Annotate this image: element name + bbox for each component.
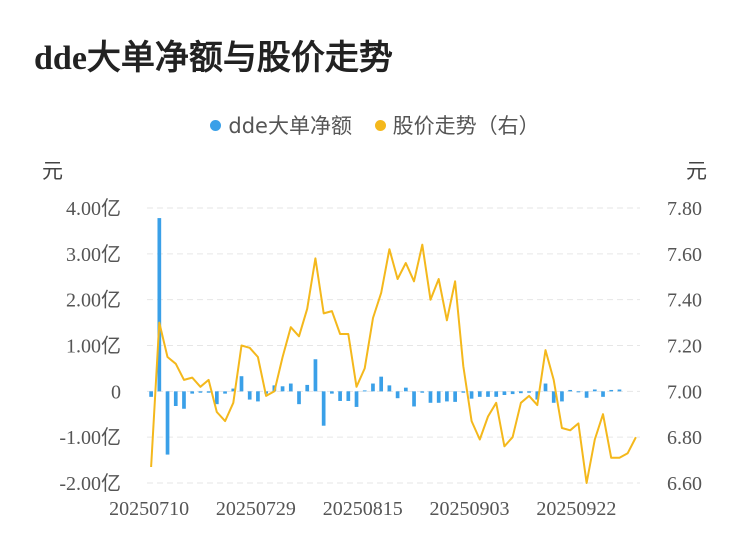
dde-bar	[592, 389, 597, 392]
dde-bar	[173, 391, 178, 406]
dde-bar	[420, 391, 425, 393]
dde-bar	[551, 391, 556, 403]
left-axis-tick-label: -1.00亿	[59, 426, 121, 449]
dde-bar	[387, 385, 392, 392]
dde-bar	[617, 389, 622, 392]
dde-bar	[206, 391, 211, 393]
dde-bar	[198, 391, 203, 393]
right-axis-tick-label: 7.00	[667, 381, 702, 403]
dde-bar	[510, 391, 515, 395]
dde-bar	[371, 383, 375, 392]
dde-bar	[379, 376, 384, 392]
right-axis-tick-label: 7.20	[667, 336, 702, 358]
dde-bar	[436, 391, 441, 403]
right-axis-tick-label: 7.80	[667, 198, 702, 220]
dde-bar	[445, 391, 449, 402]
dde-bar	[305, 384, 310, 392]
dde-bar	[362, 390, 367, 392]
dde-bar	[576, 391, 581, 393]
dde-bar	[321, 391, 326, 426]
dde-bar	[519, 391, 523, 394]
dde-bar	[231, 388, 236, 392]
dde-bar	[609, 389, 614, 392]
legend-marker-price	[374, 119, 386, 131]
dde-bar	[527, 391, 531, 393]
dde-bar	[330, 391, 334, 394]
right-axis-tick-label: 7.40	[667, 290, 702, 312]
dde-bar	[543, 383, 548, 392]
right-axis-tick-label: 7.60	[667, 244, 702, 266]
legend-item-dde[interactable]: dde大单净额	[210, 110, 352, 140]
dde-bar	[280, 386, 285, 392]
left-axis-tick-label: 2.00亿	[66, 289, 121, 312]
dde-bar	[214, 391, 219, 405]
left-axis-tick-label: 3.00亿	[66, 243, 121, 266]
dde-bar	[239, 376, 244, 392]
x-axis-tick-label: 20250815	[323, 498, 403, 520]
dde-bar	[395, 391, 400, 399]
dde-bar	[535, 391, 540, 400]
dde-bar	[477, 391, 482, 397]
dde-bar	[256, 391, 260, 402]
legend-label-dde: dde大单净额	[228, 114, 352, 138]
dde-bar	[412, 391, 416, 407]
left-axis-tick-label: 1.00亿	[66, 335, 121, 358]
x-axis-tick-label: 20250922	[536, 498, 616, 520]
dde-bar	[149, 391, 153, 397]
dde-bar	[461, 391, 466, 393]
dde-bar	[190, 391, 195, 394]
dde-bar	[494, 391, 499, 397]
dde-bar	[560, 391, 564, 402]
right-axis-tick-label: 6.80	[667, 427, 702, 449]
legend-marker-dde	[210, 119, 222, 131]
dde-bar	[469, 391, 474, 399]
x-axis-tick-label: 20250903	[430, 498, 510, 520]
dde-bar	[313, 359, 318, 392]
right-axis-tick-label: 6.60	[667, 473, 702, 495]
dde-bar	[182, 391, 186, 409]
dde-bar	[601, 391, 605, 397]
right-axis-unit: 元	[686, 159, 707, 183]
dde-bar	[165, 391, 170, 455]
dde-bar	[428, 391, 433, 403]
legend-label-price: 股价走势（右）	[392, 114, 540, 138]
page-title: dde大单净额与股价走势	[34, 40, 393, 77]
x-axis-tick-label: 20250729	[216, 498, 296, 520]
x-axis-tick-label: 20250710	[109, 498, 189, 520]
left-axis-tick-label: 4.00亿	[66, 197, 121, 220]
dde-bar	[486, 391, 490, 397]
left-axis-tick-label: 0	[111, 381, 121, 403]
dde-bar	[338, 391, 342, 401]
dde-bar	[354, 391, 359, 407]
dde-bar	[453, 391, 457, 402]
legend-item-price[interactable]: 股价走势（右）	[374, 110, 540, 140]
dde-bar	[247, 391, 252, 400]
dde-bar	[297, 391, 301, 405]
dde-bar	[502, 391, 507, 395]
dde-bar	[403, 387, 408, 392]
dde-bar	[223, 391, 227, 394]
dde-bar	[157, 218, 162, 392]
chart-legend: dde大单净额 股价走势（右）	[0, 110, 750, 140]
price-line	[150, 243, 637, 484]
dde-bar	[346, 391, 351, 401]
dde-bar	[584, 391, 589, 398]
left-axis-unit: 元	[42, 159, 63, 183]
dde-bar	[288, 383, 293, 392]
dde-bar	[568, 389, 573, 392]
left-axis-tick-label: -2.00亿	[59, 472, 121, 495]
